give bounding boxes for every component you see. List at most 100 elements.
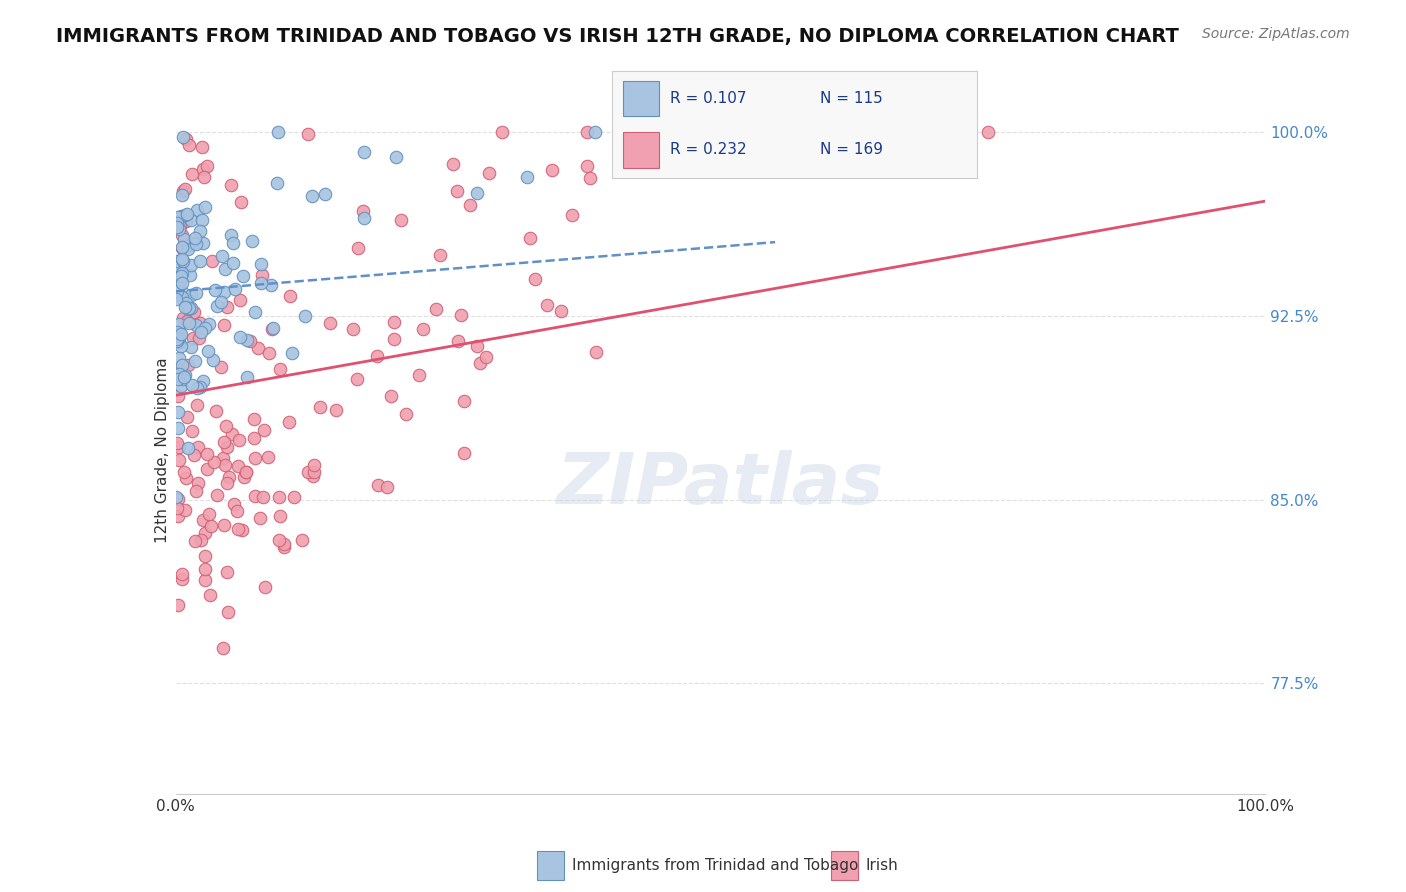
Point (395, 407, 418, 421)
Point (181, 167, 204, 181)
Point (366, 349, 388, 363)
Point (165, 490, 187, 504)
Point (246, 341, 269, 355)
Point (193, 236, 215, 251)
Point (229, 329, 252, 343)
Point (243, 489, 266, 503)
Point (177, 441, 200, 455)
Point (212, 318, 235, 332)
Point (977, 124, 1000, 138)
Point (172, 129, 194, 144)
Point (166, 332, 188, 346)
Point (309, 400, 332, 414)
Point (169, 274, 191, 288)
Point (176, 132, 198, 146)
Point (342, 322, 364, 336)
Point (912, 124, 935, 138)
Point (170, 378, 193, 392)
Point (252, 268, 274, 283)
Point (523, 272, 546, 286)
Text: Source: ZipAtlas.com: Source: ZipAtlas.com (1202, 27, 1350, 41)
Point (212, 641, 235, 656)
Point (314, 187, 336, 202)
Point (450, 308, 472, 322)
Point (575, 124, 598, 138)
Point (478, 166, 501, 180)
Point (201, 352, 224, 367)
Point (193, 573, 215, 587)
Point (166, 218, 188, 232)
Point (176, 239, 198, 253)
Point (585, 345, 607, 359)
Point (380, 388, 402, 402)
Point (259, 278, 281, 293)
Point (166, 372, 188, 386)
Point (172, 266, 194, 280)
Y-axis label: 12th Grade, No Diploma: 12th Grade, No Diploma (155, 358, 170, 543)
Point (191, 213, 214, 227)
Point (536, 298, 558, 312)
Bar (623, 132, 659, 168)
Point (267, 124, 290, 138)
Point (167, 331, 190, 345)
Point (470, 356, 492, 370)
Point (166, 492, 188, 507)
Point (167, 508, 190, 523)
Point (198, 588, 221, 602)
Point (188, 380, 211, 394)
Point (187, 475, 209, 490)
Point (194, 525, 217, 540)
Point (186, 237, 208, 252)
Point (172, 252, 194, 266)
Point (273, 537, 295, 551)
Point (446, 184, 468, 198)
Bar (623, 81, 659, 116)
Point (195, 462, 218, 476)
Point (167, 421, 190, 435)
Point (180, 424, 202, 438)
Point (188, 316, 211, 330)
Point (425, 301, 447, 316)
Point (250, 276, 273, 290)
Point (167, 275, 190, 289)
Point (260, 322, 283, 336)
Point (408, 368, 430, 382)
Point (948, 124, 970, 138)
Point (212, 518, 235, 533)
Point (235, 370, 257, 384)
Point (170, 290, 193, 304)
Point (174, 471, 197, 485)
Point (353, 211, 375, 225)
Point (304, 458, 326, 472)
Point (367, 478, 389, 492)
Point (167, 598, 190, 612)
Point (209, 360, 232, 375)
Point (167, 441, 190, 455)
Point (172, 311, 194, 326)
Point (193, 161, 215, 176)
Point (277, 416, 299, 430)
Point (228, 433, 250, 447)
Point (191, 513, 214, 527)
Point (187, 440, 209, 454)
Point (325, 403, 347, 417)
Point (382, 332, 405, 346)
Point (222, 235, 245, 250)
Point (169, 351, 191, 366)
Point (730, 124, 752, 138)
Point (186, 483, 208, 498)
Point (266, 176, 288, 190)
Point (187, 331, 209, 345)
Point (172, 253, 194, 268)
Point (174, 214, 197, 228)
Point (170, 358, 193, 372)
Point (170, 241, 193, 255)
Point (240, 234, 263, 248)
Point (184, 318, 207, 332)
Point (253, 423, 276, 437)
Point (167, 260, 190, 274)
Point (262, 320, 284, 334)
Point (166, 435, 188, 450)
Point (173, 369, 195, 384)
Point (673, 154, 696, 169)
